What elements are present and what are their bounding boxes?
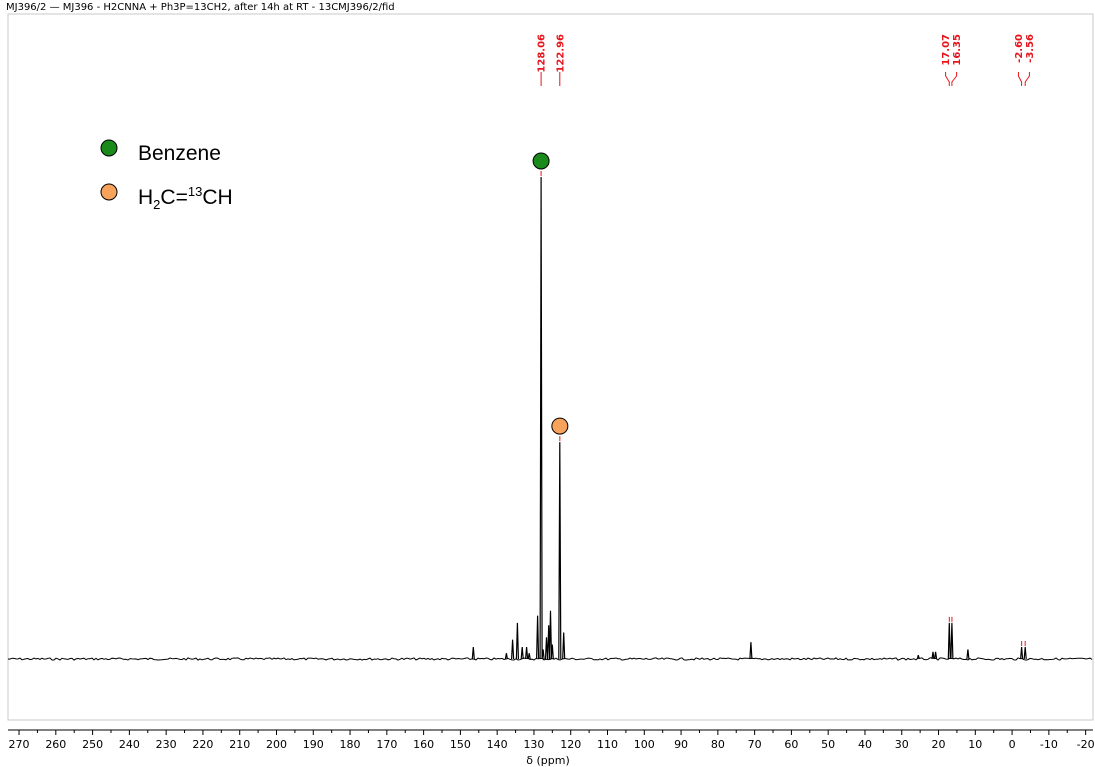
x-tick-label: 60 <box>784 738 798 751</box>
ethylene-label-subscript: 2 <box>153 197 160 212</box>
x-tick-label: 0 <box>1009 738 1016 751</box>
spectrum-peak <box>515 622 519 660</box>
ethylene-marker <box>551 417 569 435</box>
x-tick-label: 170 <box>376 738 397 751</box>
ethylene-label-superscript: 13 <box>188 184 202 199</box>
x-tick-label: -20 <box>1077 738 1095 751</box>
x-tick-label: 80 <box>711 738 725 751</box>
spectrum-peak <box>544 637 549 660</box>
x-tick-label: 70 <box>748 738 762 751</box>
x-tick-label: 30 <box>895 738 909 751</box>
x-tick-label: 130 <box>523 738 544 751</box>
x-tick-label: 100 <box>634 738 655 751</box>
x-axis-label: δ (ppm) <box>526 754 570 767</box>
spectrum-peak <box>1020 646 1024 660</box>
peak-label-connector <box>1024 72 1030 86</box>
x-tick-label: -10 <box>1040 738 1058 751</box>
spectrum-peak <box>749 642 753 660</box>
peak-label: 128.06 <box>537 34 548 73</box>
x-tick-label: 150 <box>450 738 471 751</box>
x-tick-label: 240 <box>119 738 140 751</box>
benzene-legend-label: Benzene <box>138 142 221 165</box>
ethylene-label-part: CH <box>202 186 232 209</box>
spectrum-peak <box>966 649 970 660</box>
peak-label-connector <box>945 72 950 86</box>
peak-label: 17.07 <box>941 34 952 66</box>
plot-frame <box>7 13 1094 721</box>
peak-label: -2.60 <box>1014 34 1025 63</box>
spectrum-peak <box>1023 646 1027 660</box>
benzene-marker <box>532 152 550 170</box>
x-tick-label: 180 <box>340 738 361 751</box>
spectrum-peak <box>562 632 566 660</box>
ethylene-label-part: C= <box>160 186 187 209</box>
spectrum-peak <box>504 653 508 660</box>
spectrum-peak <box>527 653 531 660</box>
spectrum-peak <box>525 646 529 660</box>
spectrum-peaks <box>471 176 1027 660</box>
x-tick-label: 160 <box>413 738 434 751</box>
spectrum-peak <box>511 639 515 660</box>
ethylene-legend-marker <box>100 183 118 201</box>
x-tick-label: 10 <box>968 738 982 751</box>
x-tick-label: 200 <box>266 738 287 751</box>
peak-label-connector <box>951 72 958 86</box>
x-tick-label: 50 <box>821 738 835 751</box>
x-tick-label: 260 <box>45 738 66 751</box>
benzene-legend-marker <box>100 139 118 157</box>
ethylene-legend-label: H2C=13CH <box>138 184 233 212</box>
spectrum-peak <box>550 644 554 660</box>
peak-label: 16.35 <box>952 34 963 66</box>
peak-labels: 128.06 122.96 17.07 16.35 -2.60 -3.56 <box>537 34 1036 646</box>
spectrum-peak <box>558 442 562 660</box>
x-tick-label: 90 <box>674 738 688 751</box>
x-tick-label: 220 <box>192 738 213 751</box>
spectrum-peak <box>520 646 524 660</box>
legend: Benzene H2C=13CH <box>100 139 233 212</box>
peak-markers <box>532 152 569 435</box>
spectrum-peak <box>950 622 954 660</box>
x-tick-label: 210 <box>229 738 250 751</box>
spectrum-peak <box>548 610 553 660</box>
x-tick-label: 270 <box>9 738 30 751</box>
peak-label: 122.96 <box>555 34 566 73</box>
x-tick-label: 40 <box>858 738 872 751</box>
spectrum-baseline <box>7 657 1093 661</box>
x-tick-label: 140 <box>487 738 508 751</box>
spectrum-peak <box>931 651 935 660</box>
peak-label: -3.56 <box>1025 34 1036 63</box>
x-tick-label: 230 <box>156 738 177 751</box>
peak-label-connector <box>1017 72 1023 86</box>
x-tick-label: 20 <box>932 738 946 751</box>
spectrum-peak <box>539 176 543 660</box>
spectrum-peak <box>541 649 545 660</box>
spectrum-peak <box>536 615 540 660</box>
spectrum-peak <box>934 651 938 660</box>
x-tick-label: 110 <box>597 738 618 751</box>
spectrum-title: MJ396/2 — MJ396 - H2CNNA + Ph3P=13CH2, a… <box>6 2 395 13</box>
x-tick-label: 120 <box>560 738 581 751</box>
x-tick-label: 190 <box>303 738 324 751</box>
spectrum-peak <box>947 622 951 660</box>
spectrum-peak <box>471 646 475 660</box>
ethylene-label-part: H <box>138 186 153 209</box>
x-tick-label: 250 <box>82 738 103 751</box>
x-axis-ticks: 270 260 250 240 230 220 210 200 190 180 170 160 150 1… <box>9 730 1095 751</box>
